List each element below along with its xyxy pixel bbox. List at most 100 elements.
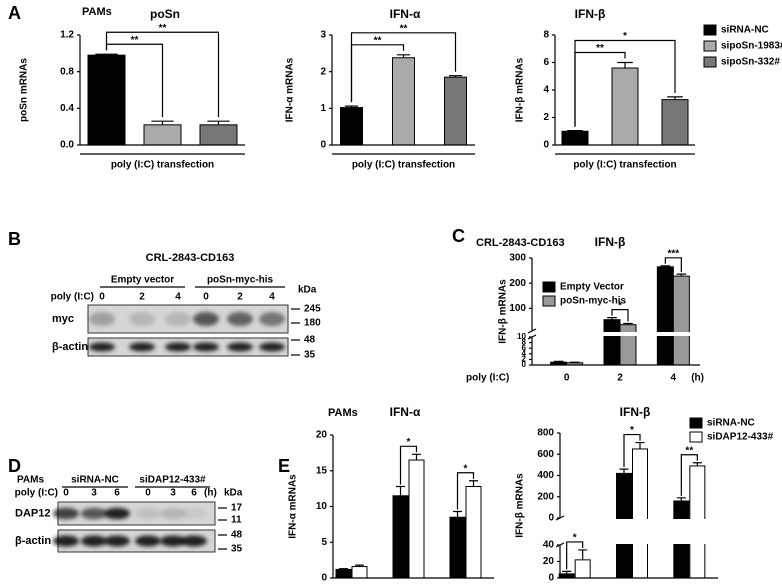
marker-label: 48 — [231, 530, 243, 541]
blot-band — [135, 507, 161, 520]
bar — [611, 67, 639, 146]
y-tick-label: 6 — [543, 57, 549, 68]
legend-label: siRNA-NC — [707, 418, 755, 429]
lane-label: 3 — [91, 488, 97, 499]
legend-swatch — [689, 417, 703, 429]
y-tick-label: 400 — [537, 470, 554, 481]
y-tick-label: 200 — [509, 278, 526, 289]
significance-label: ** — [685, 445, 693, 456]
chart-title: IFN-α — [390, 405, 421, 419]
x-axis-label: poly (I:C) transfection — [573, 160, 676, 171]
y-tick-label: 0 — [543, 140, 549, 151]
error-bar — [607, 317, 617, 320]
y-tick-label: 3 — [320, 30, 326, 41]
x-axis-unit: (h) — [691, 373, 704, 384]
error-bar — [617, 61, 633, 68]
axis-break-gap — [528, 332, 702, 336]
bar — [661, 99, 689, 146]
y-tick-label: 100 — [509, 303, 526, 314]
group-label: Empty vector — [111, 275, 174, 286]
y-tick-label: 1 — [320, 103, 326, 114]
y-tick-label: 4 — [522, 349, 527, 358]
y-tick-label: 8 — [543, 30, 549, 41]
kda-label: kDa — [298, 285, 317, 296]
lane-label: 0 — [99, 292, 105, 303]
blot-band — [135, 535, 161, 547]
error-bar — [676, 273, 687, 277]
lane-header: poly (I:C) — [15, 488, 58, 499]
chart-title: poSn — [150, 7, 180, 21]
bar — [335, 568, 352, 579]
significance-label: * — [464, 463, 468, 474]
bar — [199, 124, 238, 146]
lane-label: 4 — [269, 292, 275, 303]
legend-label: sipoSn-1983# — [721, 41, 782, 52]
blot-header: PAMs — [17, 475, 44, 486]
error-bar — [396, 54, 411, 58]
bar — [672, 275, 690, 366]
y-axis-label: IFN-α mRNAs — [288, 474, 299, 539]
significance-bracket — [574, 39, 676, 127]
lane-label: 4 — [175, 292, 181, 303]
lane-label: 0 — [203, 292, 209, 303]
error-bar — [623, 322, 633, 325]
chart-title: IFN-β — [620, 405, 651, 419]
kda-label: kDa — [224, 488, 243, 499]
error-bar — [95, 53, 118, 56]
panel-label: E — [278, 456, 290, 476]
blot-band — [181, 507, 207, 520]
y-tick-label: 0.8 — [60, 66, 74, 77]
significance-label: ** — [596, 43, 604, 54]
significance-bracket — [566, 541, 584, 570]
significance-label: * — [573, 533, 577, 544]
panel-label: D — [8, 456, 21, 476]
legend-label: Empty Vector — [560, 282, 624, 293]
error-bar — [692, 462, 702, 466]
y-axis-label: IFN-β mRNAs — [515, 473, 526, 538]
x-axis-label: poly (I:C) — [466, 373, 509, 384]
bar — [392, 495, 409, 579]
y-axis-label: IFN-β mRNAs — [498, 279, 509, 344]
marker-label: 35 — [231, 544, 243, 555]
panel-label: C — [452, 226, 465, 246]
blot-band — [81, 507, 107, 520]
error-bar — [355, 564, 364, 567]
blot-band — [160, 507, 186, 520]
bar — [632, 448, 648, 579]
error-bar — [453, 510, 462, 518]
y-tick-label: 4 — [543, 85, 549, 96]
axis-break-mark — [555, 515, 565, 521]
lane-label: 6 — [191, 488, 197, 499]
error-bar — [553, 360, 564, 363]
lane-label: 0 — [145, 488, 151, 499]
y-tick-label: 1.2 — [60, 30, 74, 41]
y-tick-label: 10 — [517, 332, 526, 341]
panel-label: B — [8, 229, 21, 249]
error-bar — [635, 441, 645, 449]
legend-swatch — [689, 431, 703, 443]
axis-break-gap — [556, 519, 720, 544]
chart-subtitle: PAMs — [82, 6, 112, 18]
group-label: poSn-myc-his — [207, 275, 274, 286]
legend-label: sipoSn-332# — [721, 57, 780, 68]
blot-band — [259, 342, 285, 352]
error-bar — [344, 105, 359, 108]
lane-label: 0 — [63, 488, 69, 499]
marker-label: 17 — [231, 503, 243, 514]
lane-label: 2 — [237, 292, 243, 303]
legend-swatch — [542, 295, 556, 307]
y-tick-label: 10 — [316, 501, 328, 512]
significance-label: ** — [374, 35, 382, 46]
blot-band — [259, 312, 285, 326]
x-axis-label: poly (I:C) transfection — [111, 160, 214, 171]
legend-label: siRNA-NC — [721, 25, 769, 36]
y-tick-label: 2 — [522, 355, 527, 364]
significance-label: * — [623, 31, 627, 42]
error-bar — [448, 75, 463, 78]
chart-subtitle: CRL-2843-CD163 — [476, 237, 565, 249]
bar — [340, 107, 363, 146]
row-label: DAP12 — [15, 507, 50, 519]
blot-band — [104, 535, 130, 547]
